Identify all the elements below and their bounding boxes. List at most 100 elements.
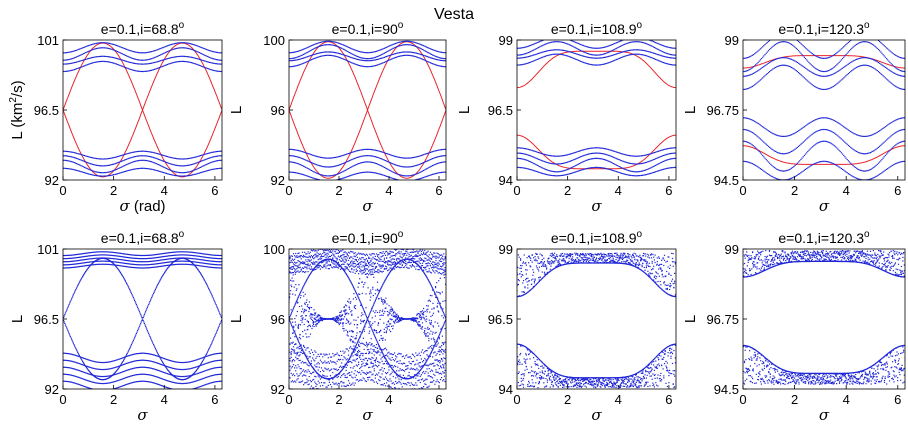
data-point bbox=[833, 66, 836, 68]
data-point bbox=[867, 57, 869, 59]
data-point bbox=[597, 54, 599, 56]
data-point bbox=[407, 166, 409, 168]
data-point bbox=[138, 63, 140, 65]
data-point bbox=[426, 46, 428, 48]
data-point bbox=[605, 167, 607, 169]
data-point bbox=[132, 296, 134, 299]
data-point bbox=[151, 151, 153, 153]
data-point bbox=[553, 53, 556, 55]
data-point bbox=[439, 172, 442, 174]
data-point bbox=[140, 314, 142, 316]
data-point bbox=[851, 147, 853, 149]
data-point bbox=[667, 167, 669, 169]
data-point bbox=[207, 163, 209, 165]
data-point bbox=[846, 172, 848, 174]
data-point bbox=[382, 48, 384, 50]
data-point bbox=[312, 58, 314, 60]
data-point bbox=[163, 363, 165, 365]
data-point bbox=[899, 117, 902, 119]
data-point bbox=[382, 53, 384, 55]
data-point bbox=[666, 52, 668, 55]
data-point bbox=[189, 157, 191, 159]
data-point bbox=[109, 164, 111, 166]
data-point bbox=[65, 59, 67, 61]
data-point bbox=[603, 56, 606, 58]
data-point bbox=[872, 167, 874, 169]
data-point bbox=[817, 69, 819, 71]
data-point bbox=[157, 354, 159, 356]
data-point bbox=[443, 60, 445, 62]
data-point bbox=[369, 58, 371, 60]
data-point bbox=[609, 155, 611, 157]
data-point bbox=[813, 120, 815, 122]
data-point bbox=[379, 58, 381, 60]
data-point bbox=[362, 149, 364, 151]
data-point bbox=[324, 54, 326, 57]
data-point bbox=[584, 56, 586, 58]
data-point bbox=[148, 58, 150, 60]
data-point bbox=[140, 63, 142, 65]
data-point bbox=[88, 162, 90, 164]
data-point bbox=[667, 63, 669, 65]
data-point bbox=[151, 341, 153, 343]
data-point bbox=[158, 281, 160, 283]
data-point bbox=[390, 170, 392, 172]
data-point bbox=[395, 164, 397, 166]
data-point bbox=[882, 75, 884, 77]
data-point bbox=[774, 66, 776, 69]
data-point bbox=[329, 44, 332, 46]
data-point bbox=[599, 54, 601, 56]
data-point bbox=[128, 349, 130, 351]
data-point bbox=[411, 157, 413, 159]
data-point bbox=[744, 117, 746, 119]
data-point bbox=[381, 165, 383, 167]
data-point bbox=[573, 52, 575, 54]
data-point bbox=[305, 52, 307, 54]
data-point bbox=[432, 165, 434, 167]
data-point bbox=[207, 61, 209, 63]
data-point bbox=[215, 63, 217, 65]
data-point bbox=[847, 63, 849, 65]
data-point bbox=[616, 171, 618, 173]
data-point bbox=[427, 52, 429, 54]
data-point bbox=[821, 70, 823, 72]
data-point bbox=[798, 50, 800, 52]
data-point bbox=[196, 168, 198, 170]
data-point bbox=[303, 57, 305, 59]
data-point bbox=[145, 155, 147, 157]
data-point bbox=[112, 174, 114, 176]
data-point bbox=[90, 174, 92, 176]
data-point bbox=[374, 56, 376, 58]
data-point bbox=[881, 128, 883, 130]
data-point bbox=[103, 42, 105, 44]
data-point bbox=[115, 370, 117, 372]
data-point bbox=[165, 367, 167, 369]
data-point bbox=[341, 163, 343, 165]
data-point bbox=[119, 46, 121, 48]
data-point bbox=[762, 126, 764, 128]
data-point bbox=[178, 165, 180, 167]
data-point bbox=[152, 57, 154, 59]
data-point bbox=[623, 153, 625, 155]
data-point bbox=[121, 362, 123, 364]
data-point bbox=[808, 50, 810, 52]
data-point bbox=[867, 65, 869, 67]
data-point bbox=[163, 166, 165, 168]
data-point bbox=[792, 44, 794, 46]
x-tick-label: 4 bbox=[615, 183, 622, 198]
data-point bbox=[130, 69, 132, 71]
data-point bbox=[220, 159, 222, 161]
data-point bbox=[126, 283, 128, 286]
data-point bbox=[888, 49, 890, 51]
data-point bbox=[823, 160, 825, 162]
data-point bbox=[81, 160, 83, 162]
data-point bbox=[866, 41, 868, 43]
data-point bbox=[538, 41, 540, 43]
data-point bbox=[847, 173, 849, 175]
data-point bbox=[189, 174, 191, 176]
data-point bbox=[824, 70, 826, 73]
data-point bbox=[568, 51, 570, 53]
data-point bbox=[563, 174, 565, 176]
data-point bbox=[71, 69, 73, 71]
data-point bbox=[189, 164, 191, 166]
